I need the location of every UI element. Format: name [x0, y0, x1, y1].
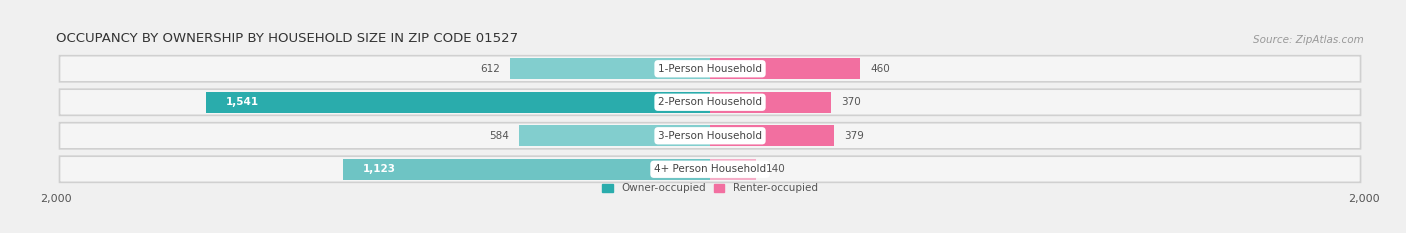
- Text: 1,123: 1,123: [363, 164, 395, 174]
- FancyBboxPatch shape: [59, 123, 1361, 149]
- Text: 370: 370: [841, 97, 860, 107]
- Text: 3-Person Household: 3-Person Household: [658, 131, 762, 141]
- FancyBboxPatch shape: [59, 56, 1361, 82]
- Text: Source: ZipAtlas.com: Source: ZipAtlas.com: [1253, 35, 1364, 45]
- Bar: [207, 92, 710, 113]
- Text: 1,541: 1,541: [226, 97, 259, 107]
- Text: 2-Person Household: 2-Person Household: [658, 97, 762, 107]
- FancyBboxPatch shape: [59, 89, 1361, 115]
- Bar: [710, 159, 756, 180]
- Bar: [710, 58, 860, 79]
- Text: 460: 460: [870, 64, 890, 74]
- Text: 612: 612: [481, 64, 501, 74]
- Text: 584: 584: [489, 131, 509, 141]
- Text: 1-Person Household: 1-Person Household: [658, 64, 762, 74]
- Text: 4+ Person Household: 4+ Person Household: [654, 164, 766, 174]
- Text: OCCUPANCY BY OWNERSHIP BY HOUSEHOLD SIZE IN ZIP CODE 01527: OCCUPANCY BY OWNERSHIP BY HOUSEHOLD SIZE…: [56, 32, 519, 45]
- Legend: Owner-occupied, Renter-occupied: Owner-occupied, Renter-occupied: [602, 183, 818, 193]
- Bar: [343, 159, 710, 180]
- Text: 379: 379: [844, 131, 863, 141]
- Bar: [710, 92, 831, 113]
- Bar: [519, 125, 710, 146]
- Text: 140: 140: [766, 164, 786, 174]
- Bar: [710, 125, 834, 146]
- FancyBboxPatch shape: [59, 156, 1361, 182]
- Bar: [510, 58, 710, 79]
